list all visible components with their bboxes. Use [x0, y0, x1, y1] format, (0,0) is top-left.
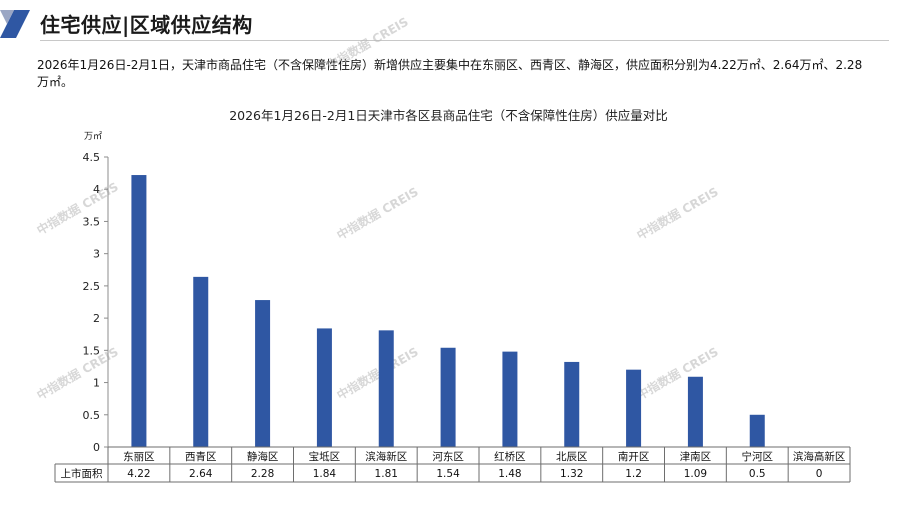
- y-tick-label: 0.5: [83, 409, 101, 422]
- y-tick-label: 0: [93, 441, 100, 454]
- summary-text: 2026年1月26日-2月1日，天津市商品住宅（不含保障性住房）新增供应主要集中…: [37, 58, 863, 89]
- bar-红桥区: [502, 351, 518, 447]
- data-label: 1.09: [684, 468, 707, 480]
- data-label: 1.32: [560, 468, 583, 480]
- y-tick-label: 3.5: [83, 215, 101, 228]
- bars: [131, 175, 765, 448]
- bar-南开区: [626, 369, 642, 447]
- data-label: 1.48: [498, 468, 521, 480]
- category-label: 河东区: [432, 450, 464, 463]
- data-label: 4.22: [127, 468, 150, 480]
- category-label: 北辰区: [556, 451, 588, 463]
- bar-东丽区: [131, 175, 147, 448]
- y-tick-label: 4.5: [83, 151, 101, 164]
- y-tick-label: 4: [93, 183, 100, 196]
- data-label: 2.64: [189, 468, 213, 480]
- y-unit-label: 万㎡: [84, 131, 102, 142]
- bar-滨海新区: [378, 330, 394, 447]
- y-axis: 0 0.5 1 1.5 2 2.5 3 3.5 4 4.5 万㎡: [83, 131, 109, 454]
- data-label: 0: [816, 468, 823, 480]
- data-label: 1.2: [625, 468, 642, 480]
- bar-北辰区: [564, 361, 580, 447]
- bar-宁河区: [749, 414, 765, 447]
- category-label: 滨海新区: [365, 450, 407, 463]
- data-table: 东丽区 4.22 西青区 2.64 静海区 2.28 宝坻区 1.84 滨海新区 1.81 河东区 1…: [54, 446, 851, 483]
- data-label: 1.84: [313, 468, 337, 480]
- category-label: 静海区: [247, 450, 279, 463]
- watermark-text: 中指数据 CREIS: [334, 344, 421, 403]
- bar-津南区: [687, 376, 703, 447]
- chart-title: 2026年1月26日-2月1日天津市各区县商品住宅（不含保障性住房）供应量对比: [229, 108, 668, 123]
- series-name: 上市面积: [61, 467, 103, 480]
- watermark-text: 中指数据 CREIS: [634, 344, 721, 403]
- bar-静海区: [255, 300, 271, 447]
- header-decoration: [0, 10, 30, 38]
- y-tick-label: 3: [93, 248, 100, 261]
- data-label: 1.54: [436, 468, 460, 480]
- header-divider: [40, 40, 889, 41]
- category-label: 宁河区: [742, 450, 774, 463]
- bar-河东区: [440, 347, 456, 447]
- y-tick-label: 1.5: [83, 344, 101, 357]
- y-tick-label: 1: [93, 377, 100, 390]
- y-tick-label: 2.5: [83, 280, 101, 293]
- category-label: 南开区: [618, 450, 650, 463]
- bar-宝坻区: [316, 328, 332, 447]
- bar-西青区: [193, 276, 209, 447]
- page-title: 住宅供应|区域供应结构: [40, 13, 253, 37]
- category-label: 津南区: [680, 450, 712, 463]
- category-label: 滨海高新区: [793, 450, 846, 463]
- data-label: 0.5: [749, 468, 766, 480]
- category-label: 红桥区: [494, 450, 526, 463]
- category-label: 东丽区: [123, 450, 155, 463]
- category-label: 西青区: [185, 450, 217, 463]
- watermark-text: 中指数据 CREIS: [634, 184, 721, 243]
- data-label: 2.28: [251, 468, 274, 480]
- watermark-text: 中指数据 CREIS: [334, 184, 421, 243]
- y-tick-label: 2: [93, 312, 100, 325]
- data-label: 1.81: [375, 468, 398, 480]
- watermark-text: 中指数据 CREIS: [324, 14, 411, 73]
- category-label: 宝坻区: [309, 450, 341, 463]
